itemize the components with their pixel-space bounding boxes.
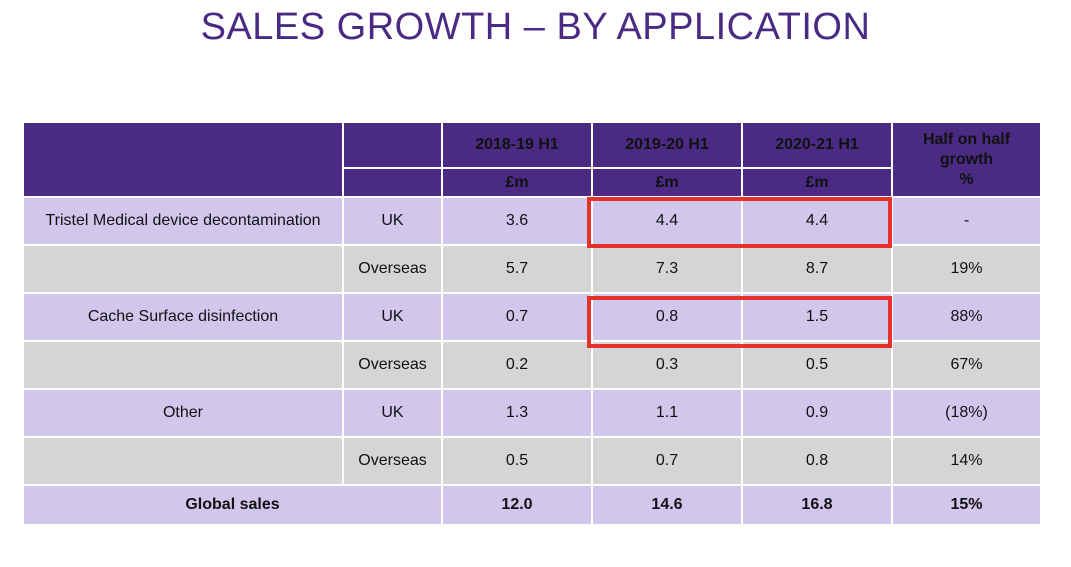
value-cell: 0.3: [591, 340, 743, 390]
value-cell: 4.4: [591, 196, 743, 246]
application-cell: [22, 340, 344, 390]
header-row-units: £m £m £m: [23, 167, 1041, 198]
value-cell: 8.7: [741, 244, 893, 294]
page-title: SALES GROWTH – BY APPLICATION: [200, 6, 871, 48]
region-cell: UK: [342, 196, 443, 246]
application-cell: Tristel Medical device decontamination: [22, 196, 344, 246]
header-row-periods: 2018-19 H1 2019-20 H1 2020-21 H1 Half on…: [22, 121, 1042, 198]
growth-cell: -: [891, 196, 1042, 246]
application-cell: Other: [22, 388, 344, 438]
header-growth-unit: %: [959, 170, 974, 188]
header-blank-cell-3: [342, 167, 443, 198]
table-row: Cache Surface disinfection UK 0.7 0.8 1.…: [22, 292, 1042, 342]
region-cell: UK: [342, 388, 443, 438]
header-unit-2: £m: [591, 167, 743, 198]
value-cell: 3.6: [441, 196, 593, 246]
value-cell: 0.8: [591, 292, 743, 342]
growth-cell: 88%: [891, 292, 1042, 342]
header-period-2: 2019-20 H1: [591, 121, 743, 169]
value-cell: 1.1: [591, 388, 743, 438]
table-row: Other UK 1.3 1.1 0.9 (18%): [22, 388, 1042, 438]
application-cell: Cache Surface disinfection: [22, 292, 344, 342]
header-growth-label: Half on half growth: [922, 130, 1011, 168]
value-cell: 0.2: [441, 340, 593, 390]
application-cell: [22, 436, 344, 486]
value-cell: 0.5: [441, 436, 593, 486]
growth-cell: 14%: [891, 436, 1042, 486]
region-cell: Overseas: [342, 340, 443, 390]
value-cell: 0.9: [741, 388, 893, 438]
region-cell: Overseas: [342, 436, 443, 486]
sales-table: 2018-19 H1 2019-20 H1 2020-21 H1 Half on…: [22, 121, 1042, 526]
value-cell: 1.3: [441, 388, 593, 438]
growth-cell: 19%: [891, 244, 1042, 294]
region-cell: UK: [342, 292, 443, 342]
header-blank-cell-2: [342, 121, 443, 169]
growth-cell: (18%): [891, 388, 1042, 438]
value-cell: 0.8: [741, 436, 893, 486]
value-cell: 0.7: [441, 292, 593, 342]
total-growth: 15%: [891, 484, 1042, 526]
header-period-3: 2020-21 H1: [741, 121, 893, 169]
total-value: 16.8: [741, 484, 893, 526]
value-cell: 7.3: [591, 244, 743, 294]
total-value: 12.0: [441, 484, 593, 526]
table-row: Overseas 0.5 0.7 0.8 14%: [22, 436, 1042, 486]
table-row: Overseas 0.2 0.3 0.5 67%: [22, 340, 1042, 390]
region-cell: Overseas: [342, 244, 443, 294]
header-unit-1: £m: [441, 167, 593, 198]
growth-cell: 67%: [891, 340, 1042, 390]
table-row: Tristel Medical device decontamination U…: [22, 196, 1042, 246]
header-growth: Half on half growth %: [891, 121, 1042, 198]
header-period-1: 2018-19 H1: [441, 121, 593, 169]
value-cell: 0.5: [741, 340, 893, 390]
value-cell: 4.4: [741, 196, 893, 246]
application-cell: [22, 244, 344, 294]
total-row: Global sales 12.0 14.6 16.8 15%: [22, 484, 1042, 526]
total-value: 14.6: [591, 484, 743, 526]
table-row: Overseas 5.7 7.3 8.7 19%: [22, 244, 1042, 294]
header-blank-cell: [22, 121, 344, 198]
header-unit-3: £m: [741, 167, 893, 198]
value-cell: 0.7: [591, 436, 743, 486]
total-label: Global sales: [22, 484, 443, 526]
value-cell: 1.5: [741, 292, 893, 342]
value-cell: 5.7: [441, 244, 593, 294]
